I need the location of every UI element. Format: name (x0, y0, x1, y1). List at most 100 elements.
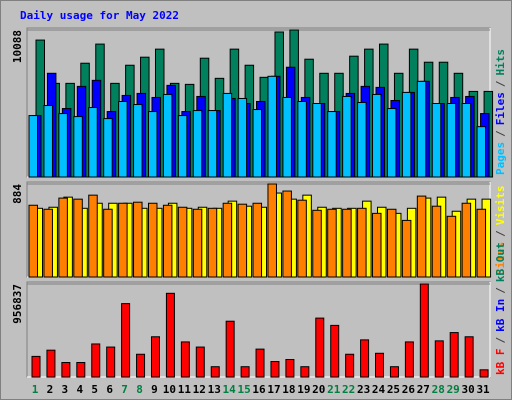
x-tick-label: 8 (136, 383, 143, 396)
x-tick-label: 30 (462, 383, 475, 396)
bar (150, 336, 160, 378)
x-tick-label: 26 (402, 383, 416, 396)
bar (419, 283, 429, 378)
x-tick-label: 15 (237, 383, 250, 396)
x-tick-label: 5 (91, 383, 98, 396)
bar (147, 202, 158, 278)
bar (330, 324, 340, 378)
bar (312, 103, 322, 178)
legend: Pages / Files / Hits (494, 49, 507, 175)
bar (416, 195, 427, 278)
bar (285, 359, 295, 378)
bar (297, 100, 307, 178)
legend-text: kB F / kB In / kB Out (494, 242, 507, 375)
bar (386, 208, 397, 278)
x-tick-label: 27 (417, 383, 430, 396)
x-tick-label: 7 (121, 383, 128, 396)
bar (222, 202, 233, 278)
x-tick-label: 16 (252, 383, 266, 396)
bar (103, 118, 113, 178)
x-tick-label: 6 (106, 383, 113, 396)
bar (121, 303, 131, 378)
bar (360, 339, 370, 378)
y-tick-label: 10088 (11, 30, 24, 63)
bar (61, 362, 71, 378)
x-tick-label: 25 (387, 383, 400, 396)
bar (103, 208, 113, 278)
bar (88, 107, 98, 178)
bar (237, 97, 248, 178)
bar (372, 212, 382, 278)
bar (327, 208, 337, 278)
bar (195, 346, 205, 378)
x-tick-label: 13 (208, 383, 221, 396)
bar (222, 92, 233, 178)
bar (58, 197, 68, 278)
bar (404, 341, 414, 378)
legend-text: Sites / Visits (494, 186, 507, 276)
bar (136, 353, 146, 378)
bar (225, 320, 235, 378)
x-tick-label: 28 (432, 383, 445, 396)
bar (312, 209, 322, 278)
x-tick-label: 19 (297, 383, 310, 396)
bar (180, 341, 190, 378)
bar (133, 201, 143, 278)
x-tick-label: 14 (223, 383, 237, 396)
bar (240, 366, 250, 378)
bar (207, 110, 218, 178)
bar (162, 204, 173, 278)
bar (73, 198, 83, 278)
bar (177, 115, 188, 178)
bar (192, 110, 203, 178)
bar (106, 346, 116, 378)
legend-separator: / (494, 337, 507, 344)
bar (357, 101, 367, 178)
x-tick-label: 18 (282, 383, 295, 396)
x-tick-label: 22 (342, 383, 355, 396)
x-tick-label: 23 (357, 383, 370, 396)
bar (177, 206, 188, 278)
bar (431, 103, 442, 178)
bar (372, 93, 382, 178)
bar (327, 111, 337, 178)
bar (210, 366, 220, 378)
bar (165, 292, 175, 378)
bar (28, 115, 38, 178)
bar (192, 208, 203, 278)
bar (461, 103, 472, 178)
bar (464, 336, 474, 378)
bar (315, 317, 325, 378)
bar (434, 340, 444, 378)
chart-title: Daily usage for May 2022 (20, 9, 179, 22)
bar (31, 355, 41, 378)
x-tick-label: 1 (32, 383, 39, 396)
bar (357, 207, 367, 278)
x-tick-label: 20 (312, 383, 325, 396)
bar (252, 202, 263, 278)
x-tick-label: 10 (163, 383, 176, 396)
legend-separator: / (494, 287, 507, 294)
bar (58, 113, 68, 178)
legend: kB F / kB In / kB Out (494, 242, 507, 375)
bar (416, 80, 427, 178)
bar (207, 207, 218, 278)
bar (401, 219, 412, 278)
bar (133, 104, 143, 178)
x-tick-label: 2 (47, 383, 54, 396)
bar (237, 203, 248, 278)
y-tick-label: 884 (11, 184, 24, 204)
bar (446, 215, 457, 278)
x-tick-label: 24 (372, 383, 386, 396)
legend-entry: kB In (494, 299, 507, 332)
bar (446, 103, 457, 178)
bar (28, 204, 38, 278)
legend-entry: Pages (494, 142, 507, 175)
bar (342, 208, 352, 278)
bar (73, 116, 83, 178)
bar (118, 100, 128, 178)
bar (91, 343, 101, 378)
bar (46, 349, 56, 378)
bar (461, 202, 472, 278)
